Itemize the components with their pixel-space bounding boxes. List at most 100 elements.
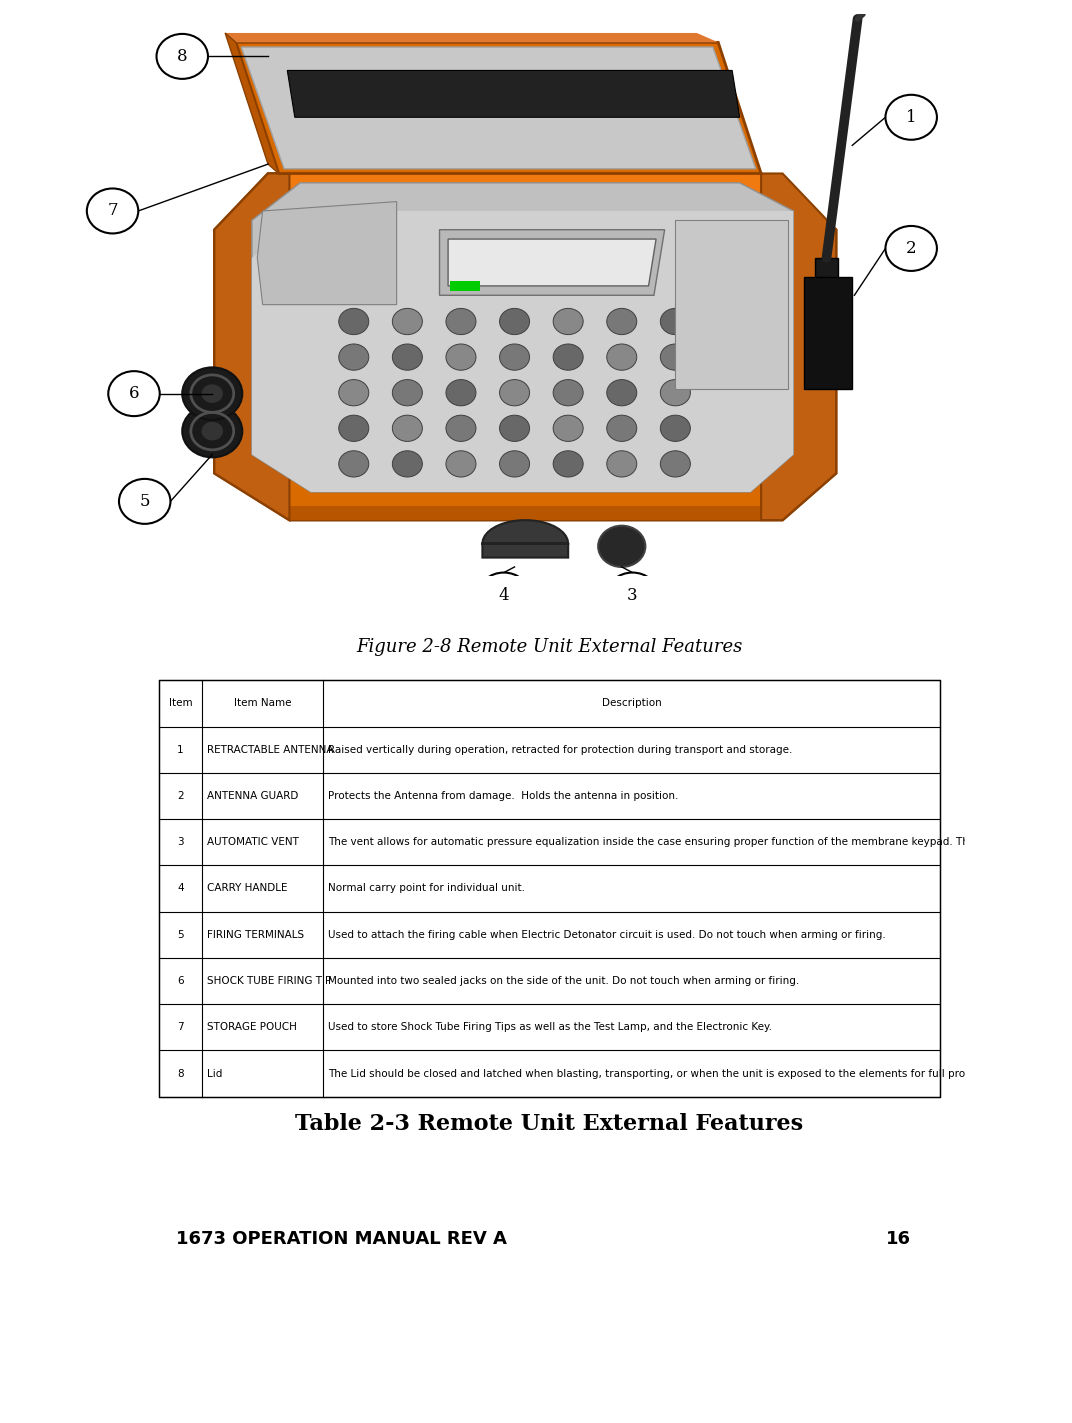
Text: 5: 5 — [177, 929, 183, 939]
Text: The Lid should be closed and latched when blasting, transporting, or when the un: The Lid should be closed and latched whe… — [328, 1069, 1004, 1079]
Circle shape — [607, 451, 637, 477]
Circle shape — [446, 309, 476, 334]
Polygon shape — [252, 211, 793, 492]
Text: 2: 2 — [177, 791, 183, 801]
Circle shape — [392, 309, 422, 334]
Circle shape — [607, 416, 637, 441]
Text: CARRY HANDLE: CARRY HANDLE — [207, 884, 287, 894]
Circle shape — [607, 380, 637, 406]
Circle shape — [553, 451, 583, 477]
Text: 1673 OPERATION MANUAL REV A: 1673 OPERATION MANUAL REV A — [176, 1229, 507, 1248]
Text: AUTOMATIC VENT: AUTOMATIC VENT — [207, 837, 299, 847]
Circle shape — [500, 451, 530, 477]
Polygon shape — [675, 221, 788, 388]
Text: STORAGE POUCH: STORAGE POUCH — [207, 1022, 297, 1032]
Polygon shape — [804, 276, 852, 388]
Text: RETRACTABLE ANTENNA: RETRACTABLE ANTENNA — [207, 744, 333, 754]
Circle shape — [885, 95, 937, 139]
Polygon shape — [252, 184, 793, 492]
Text: Figure 2-8 Remote Unit External Features: Figure 2-8 Remote Unit External Features — [356, 639, 743, 656]
Text: 5: 5 — [139, 492, 150, 509]
Polygon shape — [214, 174, 836, 521]
Text: Description: Description — [601, 699, 661, 709]
Circle shape — [446, 416, 476, 441]
Polygon shape — [287, 70, 740, 117]
Circle shape — [553, 416, 583, 441]
Circle shape — [660, 309, 690, 334]
Bar — [159, 680, 940, 1097]
Text: Used to store Shock Tube Firing Tips as well as the Test Lamp, and the Electroni: Used to store Shock Tube Firing Tips as … — [328, 1022, 772, 1032]
Text: 4: 4 — [177, 884, 183, 894]
Circle shape — [202, 421, 223, 441]
Circle shape — [660, 416, 690, 441]
Text: 8: 8 — [177, 48, 188, 65]
Text: Item Name: Item Name — [234, 699, 292, 709]
Circle shape — [339, 451, 369, 477]
Polygon shape — [448, 239, 656, 286]
Circle shape — [553, 344, 583, 370]
Circle shape — [157, 34, 208, 78]
Text: Protects the Antenna from damage.  Holds the antenna in position.: Protects the Antenna from damage. Holds … — [328, 791, 679, 801]
Text: FIRING TERMINALS: FIRING TERMINALS — [207, 929, 304, 939]
Polygon shape — [257, 202, 397, 305]
Circle shape — [553, 309, 583, 334]
Circle shape — [392, 416, 422, 441]
Bar — [450, 282, 480, 290]
Text: Mounted into two sealed jacks on the side of the unit. Do not touch when arming : Mounted into two sealed jacks on the sid… — [328, 976, 799, 986]
Text: 16: 16 — [885, 1229, 911, 1248]
Circle shape — [500, 309, 530, 334]
Polygon shape — [236, 43, 761, 174]
Text: The vent allows for automatic pressure equalization inside the case ensuring pro: The vent allows for automatic pressure e… — [328, 837, 1072, 847]
Bar — [815, 258, 838, 333]
Text: SHOCK TUBE FIRING TIP: SHOCK TUBE FIRING TIP — [207, 976, 331, 986]
Polygon shape — [761, 174, 836, 521]
Text: 2: 2 — [906, 240, 917, 258]
Text: Normal carry point for individual unit.: Normal carry point for individual unit. — [328, 884, 525, 894]
Circle shape — [500, 344, 530, 370]
Circle shape — [108, 371, 160, 416]
Circle shape — [446, 451, 476, 477]
Text: Item: Item — [168, 699, 192, 709]
Text: 8: 8 — [177, 1069, 183, 1079]
Text: 7: 7 — [177, 1022, 183, 1032]
Circle shape — [598, 525, 645, 566]
Text: 6: 6 — [177, 976, 183, 986]
Circle shape — [339, 416, 369, 441]
Polygon shape — [214, 474, 836, 521]
Text: 4: 4 — [498, 586, 509, 603]
Text: ANTENNA GUARD: ANTENNA GUARD — [207, 791, 298, 801]
Circle shape — [478, 572, 530, 618]
Text: Table 2-3 Remote Unit External Features: Table 2-3 Remote Unit External Features — [296, 1113, 803, 1136]
Circle shape — [500, 416, 530, 441]
Circle shape — [119, 480, 170, 524]
Polygon shape — [440, 229, 665, 296]
Circle shape — [660, 380, 690, 406]
Circle shape — [182, 406, 242, 457]
Circle shape — [607, 309, 637, 334]
Circle shape — [392, 380, 422, 406]
Text: 1: 1 — [177, 744, 183, 754]
Circle shape — [660, 451, 690, 477]
Circle shape — [885, 226, 937, 270]
Circle shape — [87, 188, 138, 233]
Polygon shape — [225, 33, 279, 174]
Polygon shape — [214, 174, 289, 521]
Circle shape — [182, 367, 242, 420]
Circle shape — [500, 380, 530, 406]
Text: Raised vertically during operation, retracted for protection during transport an: Raised vertically during operation, retr… — [328, 744, 792, 754]
Circle shape — [446, 344, 476, 370]
Circle shape — [446, 380, 476, 406]
Text: 3: 3 — [177, 837, 183, 847]
Circle shape — [339, 380, 369, 406]
Text: 3: 3 — [627, 586, 638, 603]
Text: Lid: Lid — [207, 1069, 222, 1079]
Text: Used to attach the firing cable when Electric Detonator circuit is used. Do not : Used to attach the firing cable when Ele… — [328, 929, 885, 939]
Circle shape — [607, 572, 658, 618]
Circle shape — [607, 344, 637, 370]
Circle shape — [392, 344, 422, 370]
Circle shape — [392, 451, 422, 477]
Circle shape — [202, 384, 223, 403]
Text: 1: 1 — [906, 108, 917, 125]
Text: 7: 7 — [107, 202, 118, 219]
Circle shape — [339, 309, 369, 334]
